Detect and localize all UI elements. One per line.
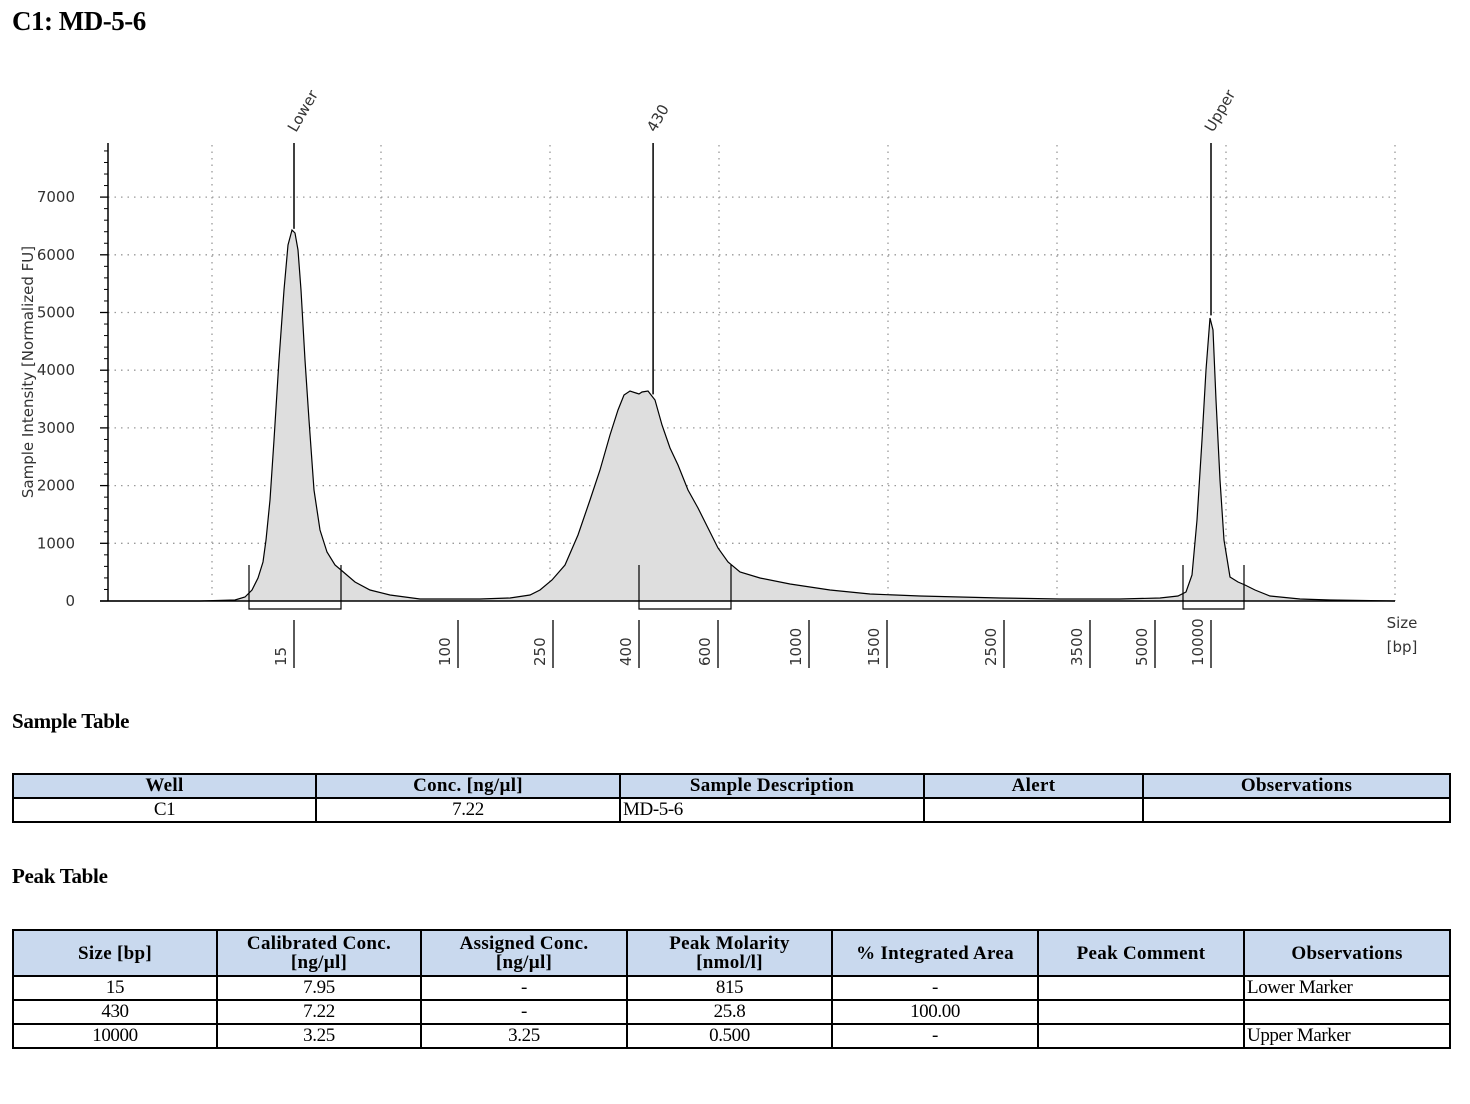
x-tick-label: 600 <box>696 637 714 666</box>
peak-header-calibrated-conc: Calibrated Conc. [ng/µl] <box>216 929 422 977</box>
page-title: C1: MD-5-6 <box>12 6 146 36</box>
peak-header-assigned-conc: Assigned Conc. [ng/µl] <box>420 929 628 977</box>
sample-header-description: Sample Description <box>619 773 925 799</box>
peak-cell-comment <box>1037 975 1245 1001</box>
table-row: 15 7.95 - 815 - Lower Marker <box>12 975 1451 1001</box>
peak-region-bracket <box>638 565 732 610</box>
peak-label: 430 <box>643 101 673 135</box>
peak-header-size: Size [bp] <box>12 929 218 977</box>
peak-cell-area: 100.00 <box>831 999 1039 1025</box>
y-axis-title: Sample Intensity [Normalized FU] <box>19 246 37 498</box>
table-row: 430 7.22 - 25.8 100.00 <box>12 999 1451 1025</box>
peak-cell-calibrated: 7.95 <box>216 975 422 1001</box>
x-axis-title-line: Size <box>1387 614 1418 632</box>
peak-cell-assigned: - <box>420 975 628 1001</box>
peak-cell-assigned: 3.25 <box>420 1023 628 1049</box>
peak-header-comment: Peak Comment <box>1037 929 1245 977</box>
peak-table-header-row: Size [bp] Calibrated Conc. [ng/µl] Assign… <box>12 929 1451 977</box>
peak-header-calibrated-line1: Calibrated Conc. <box>246 933 392 954</box>
peak-table: Size [bp] Calibrated Conc. [ng/µl] Assign… <box>12 929 1451 1049</box>
peak-header-assigned-line1: Assigned Conc. <box>459 933 589 954</box>
electropherogram-chart: Lower 430 Upper 0 1000 2000 3000 4000 5000 6000 70… <box>19 86 1418 668</box>
peak-header-molarity: Peak Molarity [nmol/l] <box>626 929 833 977</box>
y-tick-label: 1000 <box>37 534 75 552</box>
peak-cell-area: - <box>831 975 1039 1001</box>
sample-cell-alert <box>923 797 1144 823</box>
peak-label: Upper <box>1201 86 1240 135</box>
sample-header-observations: Observations <box>1142 773 1451 799</box>
table-row: 10000 3.25 3.25 0.500 - Upper Marker <box>12 1023 1451 1049</box>
y-tick-label: 0 <box>65 592 75 610</box>
x-tick-label: 10000 <box>1189 618 1207 666</box>
peak-cell-size: 15 <box>12 975 218 1001</box>
x-tick-label: 1000 <box>787 628 805 666</box>
sample-table-header-row: Well Conc. [ng/µl] Sample Description Al… <box>12 773 1451 799</box>
peak-cell-size: 430 <box>12 999 218 1025</box>
peak-header-molarity-line1: Peak Molarity <box>669 933 790 954</box>
peak-cell-molarity: 25.8 <box>626 999 833 1025</box>
peak-cell-molarity: 0.500 <box>626 1023 833 1049</box>
y-tick-label: 2000 <box>37 477 75 495</box>
peak-cell-assigned: - <box>420 999 628 1025</box>
x-tick-label: 400 <box>617 637 635 666</box>
y-tick-label: 7000 <box>37 188 75 206</box>
peak-label: Lower <box>284 86 322 135</box>
peak-header-comment-text: Peak Comment <box>1076 942 1206 964</box>
peak-header-molarity-line2: [nmol/l] <box>696 952 763 973</box>
sample-table: Well Conc. [ng/µl] Sample Description Al… <box>12 773 1451 823</box>
y-tick-label: 4000 <box>37 361 75 379</box>
peak-table-title: Peak Table <box>12 864 108 888</box>
peak-cell-observations: Lower Marker <box>1243 975 1451 1001</box>
peak-region-bracket <box>1182 565 1245 610</box>
peak-header-assigned-line2: [ng/µl] <box>495 952 553 973</box>
sample-cell-conc: 7.22 <box>315 797 621 823</box>
x-axis-title-line: [bp] <box>1387 638 1418 656</box>
peak-header-area-text: % Integrated Area <box>856 942 1014 964</box>
table-row: C1 7.22 MD-5-6 <box>12 797 1451 823</box>
x-tick-label: 15 <box>272 647 290 666</box>
y-tick-label: 5000 <box>37 304 75 322</box>
peak-cell-molarity: 815 <box>626 975 833 1001</box>
peak-header-observations-text: Observations <box>1291 942 1403 964</box>
sample-table-title: Sample Table <box>12 709 130 733</box>
peak-cell-calibrated: 7.22 <box>216 999 422 1025</box>
trace-line <box>108 228 1396 602</box>
peak-cell-comment <box>1037 1023 1245 1049</box>
sample-cell-observations <box>1142 797 1451 823</box>
sample-cell-well: C1 <box>12 797 317 823</box>
sample-cell-description: MD-5-6 <box>619 797 925 823</box>
x-tick-label: 3500 <box>1068 628 1086 666</box>
peak-cell-area: - <box>831 1023 1039 1049</box>
y-tick-label: 6000 <box>37 246 75 264</box>
peak-header-calibrated-line2: [ng/µl] <box>290 952 348 973</box>
x-tick-label: 250 <box>531 637 549 666</box>
peak-cell-observations <box>1243 999 1451 1025</box>
peak-cell-calibrated: 3.25 <box>216 1023 422 1049</box>
peak-cell-size: 10000 <box>12 1023 218 1049</box>
peak-cell-observations: Upper Marker <box>1243 1023 1451 1049</box>
sample-header-conc: Conc. [ng/µl] <box>315 773 621 799</box>
x-tick-label: 100 <box>436 637 454 666</box>
sample-header-well: Well <box>12 773 317 799</box>
peak-header-integrated-area: % Integrated Area <box>831 929 1039 977</box>
sample-header-alert: Alert <box>923 773 1144 799</box>
peak-header-size-text: Size [bp] <box>78 942 152 964</box>
peak-cell-comment <box>1037 999 1245 1025</box>
x-tick-label: 1500 <box>865 628 883 666</box>
y-tick-label: 3000 <box>37 419 75 437</box>
peak-region-bracket <box>248 565 342 610</box>
peak-header-observations: Observations <box>1243 929 1451 977</box>
x-tick-label: 2500 <box>982 628 1000 666</box>
x-tick-label: 5000 <box>1133 628 1151 666</box>
